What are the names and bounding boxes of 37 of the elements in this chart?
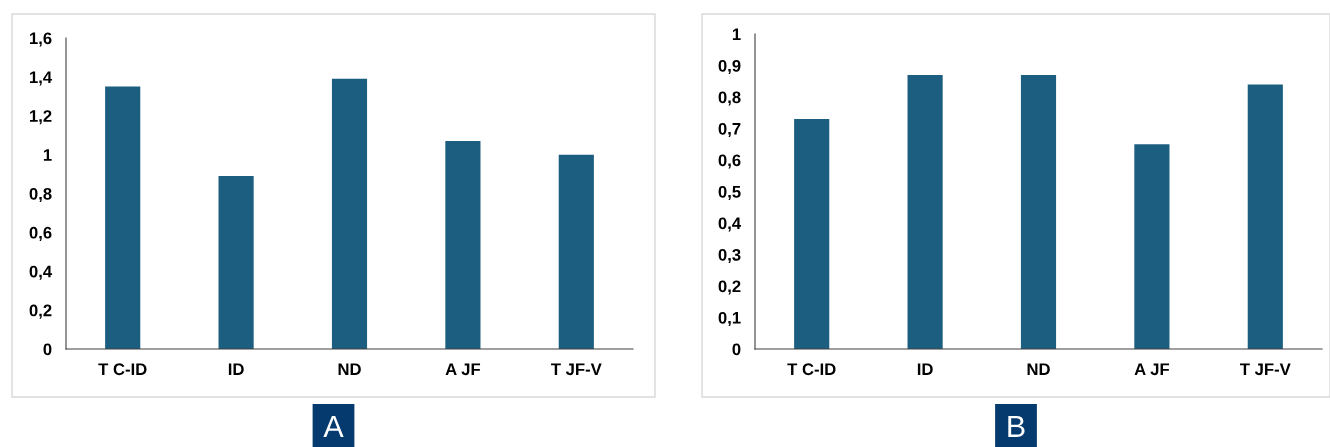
text: B	[1008, 415, 1025, 437]
y-tick-label: 0,8	[29, 187, 52, 203]
bar	[558, 154, 594, 349]
y-tick-label: 1,6	[29, 32, 52, 47]
y-tick-label: 0,6	[29, 226, 52, 241]
y-tick-label: 0,2	[718, 280, 741, 295]
x-tick-label: ND	[338, 363, 361, 375]
y-tick-label: 0,3	[718, 248, 741, 264]
y-tick-label: 1	[43, 149, 52, 161]
y-tick-label: 0	[732, 343, 741, 356]
y-tick-label: 1	[732, 28, 741, 41]
y-tick-label: 0,9	[718, 59, 741, 75]
y-tick-label: 0,5	[718, 185, 741, 201]
x-tick-label: ND	[1027, 363, 1050, 375]
x-tick-label: A JF	[1134, 363, 1170, 376]
x-tick-label: ID	[917, 363, 933, 375]
y-tick-label: 0	[43, 343, 52, 356]
y-tick-label: 0,8	[718, 91, 741, 106]
x-tick-label: A JF	[445, 363, 481, 376]
bar	[218, 176, 254, 349]
y-tick-label: 0,4	[29, 265, 53, 280]
text: A	[323, 415, 344, 437]
bar	[105, 86, 141, 349]
bar	[445, 141, 481, 349]
y-tick-label: 1,2	[29, 110, 52, 125]
x-tick-label: T JF-V	[551, 363, 602, 376]
bar	[331, 78, 368, 349]
x-tick-label: T C-ID	[98, 363, 147, 376]
x-tick-label: T JF-V	[1240, 363, 1291, 376]
x-tick-label: ID	[228, 363, 244, 375]
y-tick-label: 1,4	[29, 71, 53, 86]
y-tick-label: 0,6	[718, 154, 741, 169]
x-tick-label: T C-ID	[787, 363, 836, 376]
y-tick-label: 0,4	[718, 217, 742, 232]
y-tick-label: 0,7	[718, 122, 741, 138]
y-tick-label: 0,1	[718, 311, 741, 327]
y-tick-label: 0,2	[29, 304, 52, 319]
